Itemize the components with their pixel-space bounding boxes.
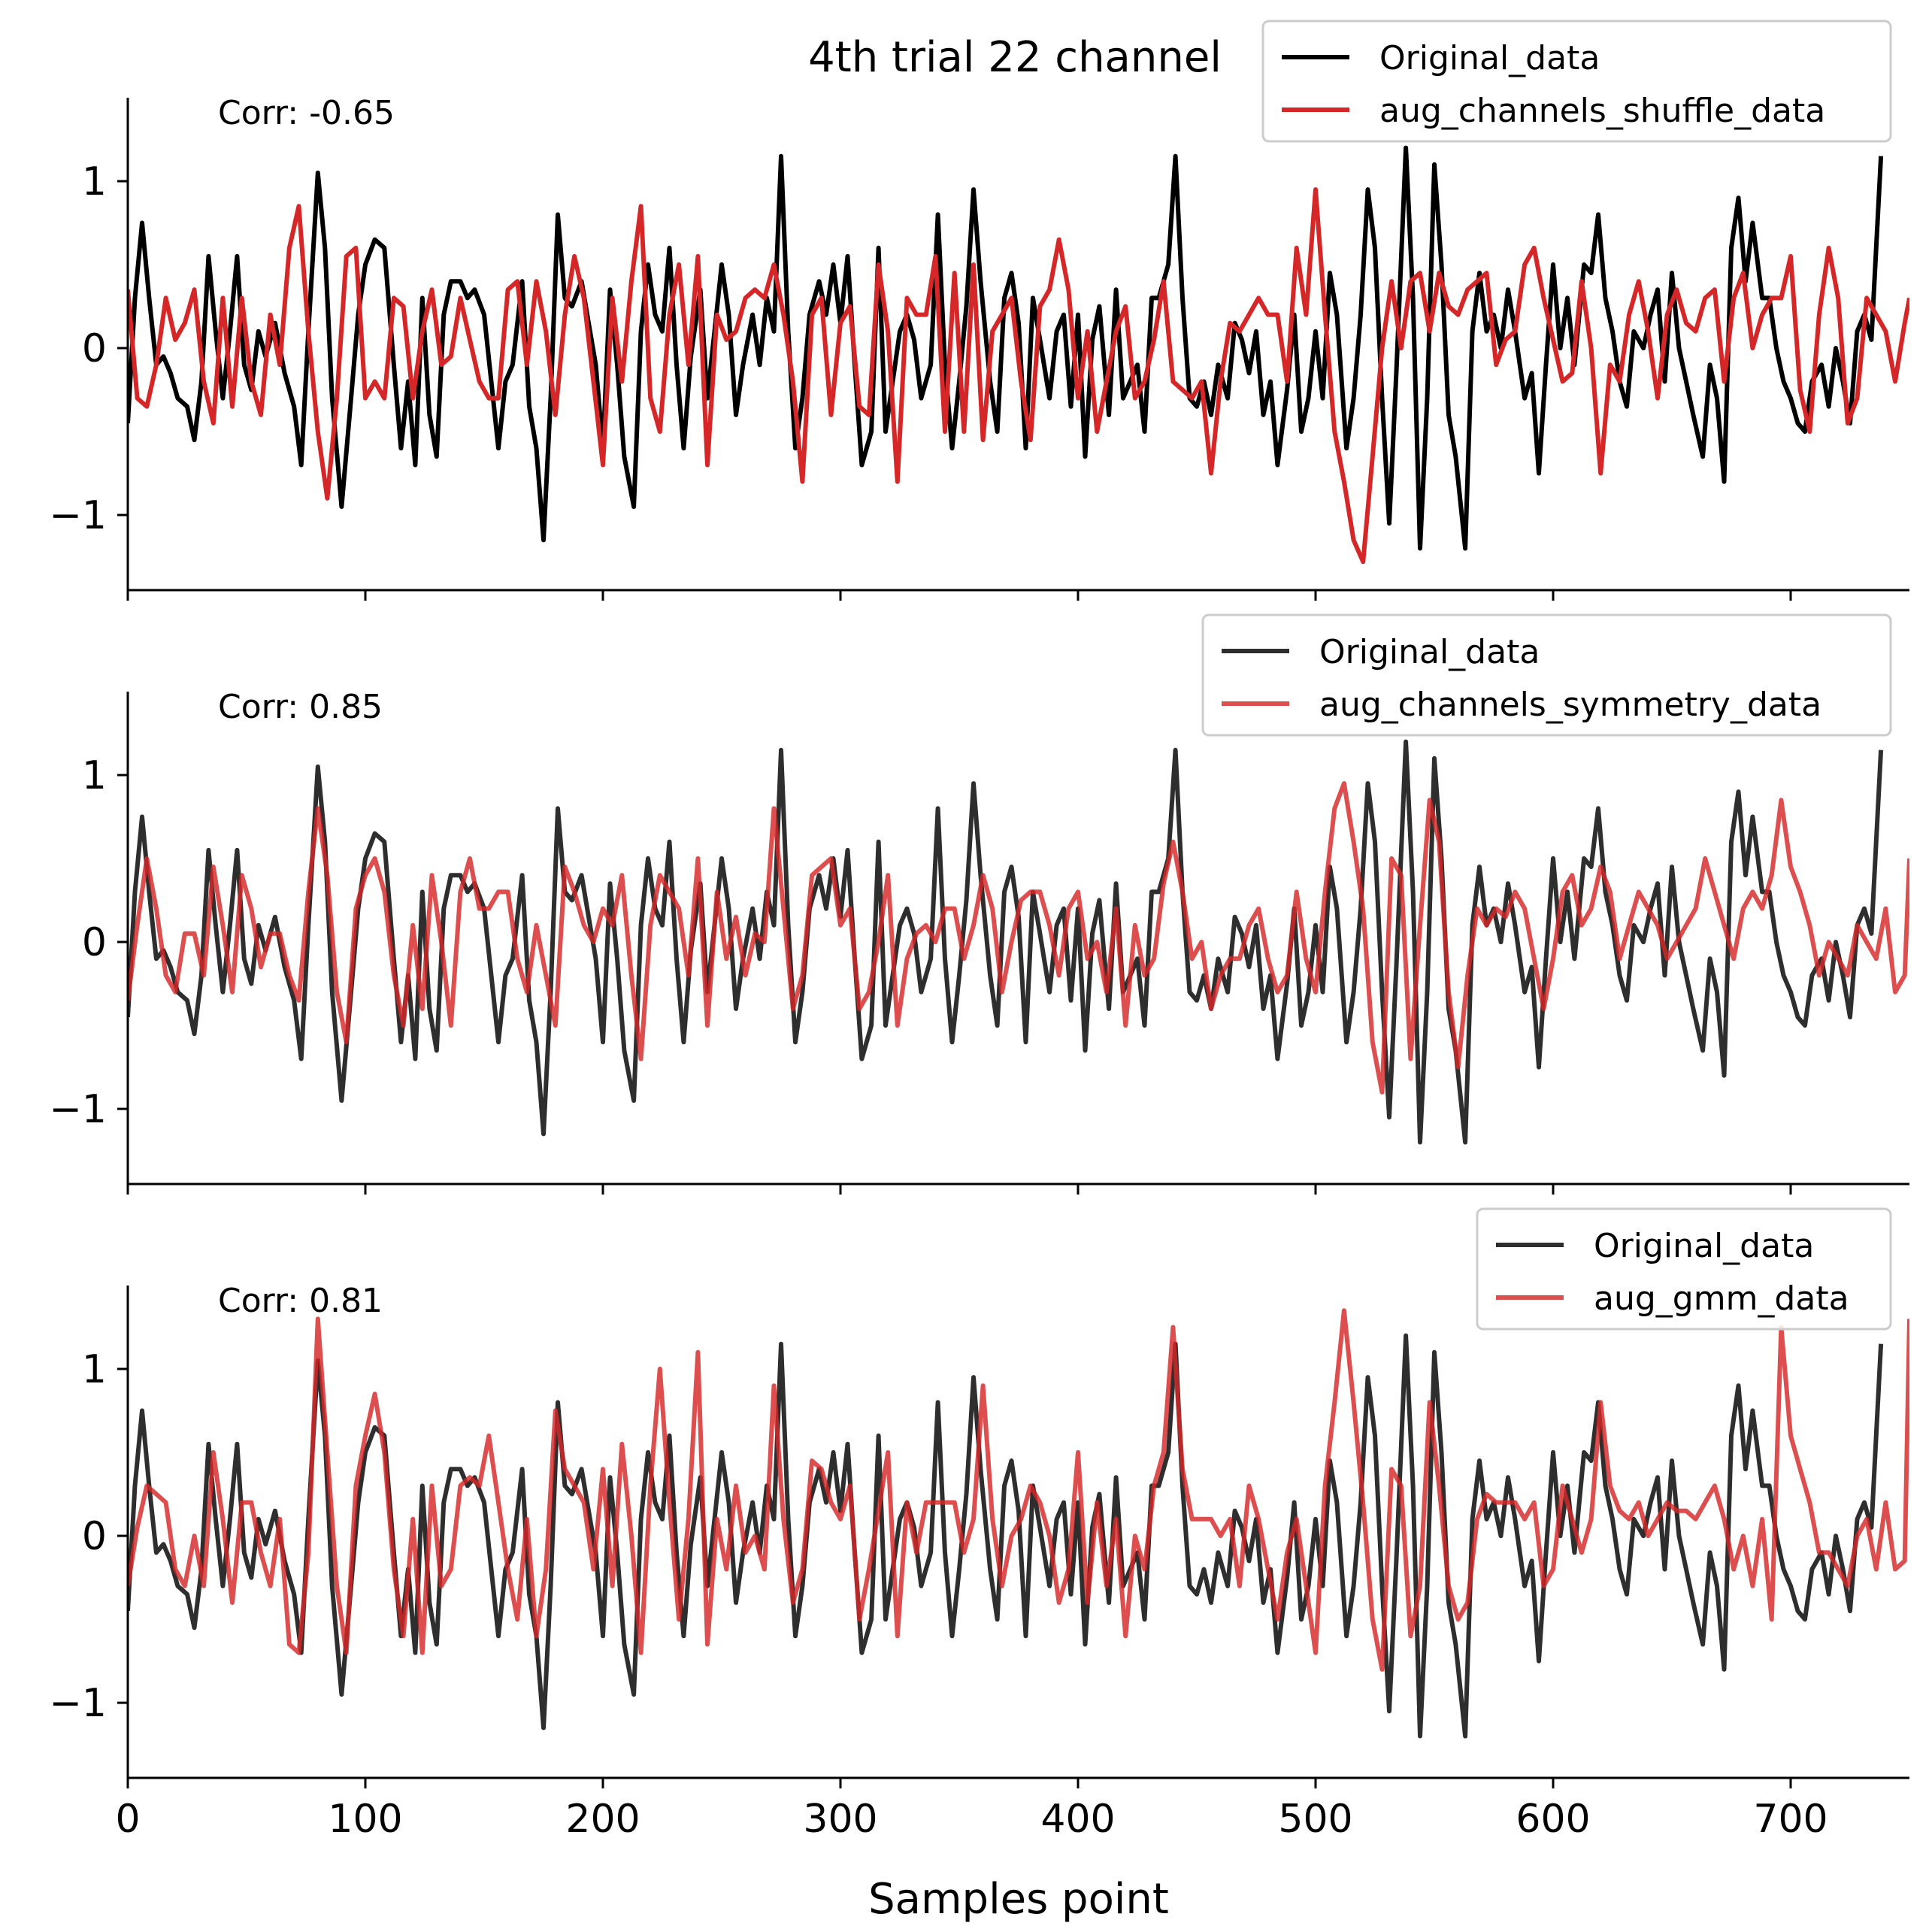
y-tick-label: 1 bbox=[82, 753, 107, 798]
x-tick-label: 600 bbox=[1516, 1797, 1590, 1842]
y-tick-label: 1 bbox=[82, 159, 107, 204]
legend-frame bbox=[1476, 1207, 1892, 1331]
y-tick-label: 0 bbox=[82, 920, 107, 965]
legend-frame bbox=[1261, 20, 1892, 143]
y-tick-label: 0 bbox=[82, 1514, 107, 1559]
x-tick-label: 400 bbox=[1040, 1797, 1115, 1842]
legend-entry-label: aug_channels_shuffle_data bbox=[1379, 92, 1825, 130]
x-tick-label: 500 bbox=[1278, 1797, 1352, 1842]
x-tick-label: 0 bbox=[115, 1797, 140, 1842]
legend-entry-label: Original_data bbox=[1379, 39, 1600, 77]
x-tick-label: 700 bbox=[1753, 1797, 1828, 1842]
y-tick-label: −1 bbox=[49, 1087, 107, 1132]
augmented-data-line bbox=[128, 1308, 1909, 1672]
legend-frame bbox=[1201, 613, 1892, 737]
legend-entry-label: aug_channels_symmetry_data bbox=[1319, 686, 1821, 724]
subplot-3: −1 0 1 0 100 200 300 400 500 600 700 Corr: 0.81 Orig… bbox=[49, 1207, 1909, 1842]
legend: Original_data aug_gmm_data bbox=[1476, 1207, 1892, 1331]
legend: Original_data aug_channels_symmetry_data bbox=[1201, 613, 1892, 737]
subplot-1: −1 0 1 Corr: -0.65 Original_data aug_channels… bbox=[49, 20, 1909, 601]
original-data-line bbox=[128, 145, 1884, 551]
y-tick-label: −1 bbox=[49, 493, 107, 538]
correlation-annotation: Corr: 0.81 bbox=[218, 1282, 383, 1320]
correlation-annotation: Corr: -0.65 bbox=[218, 94, 395, 132]
subplot-stack: −1 0 1 Corr: -0.65 Original_data aug_channels… bbox=[49, 20, 1909, 1842]
original-data-line bbox=[128, 739, 1884, 1145]
legend-entry-label: Original_data bbox=[1319, 633, 1540, 671]
augmented-data-line bbox=[128, 187, 1909, 565]
augmented-data-line bbox=[128, 781, 1909, 1095]
y-tick-label: 1 bbox=[82, 1347, 107, 1392]
y-tick-label: 0 bbox=[82, 326, 107, 371]
legend: Original_data aug_channels_shuffle_data bbox=[1261, 20, 1892, 143]
x-tick-label: 300 bbox=[803, 1797, 877, 1842]
correlation-annotation: Corr: 0.85 bbox=[218, 688, 383, 726]
y-tick-label: −1 bbox=[49, 1681, 107, 1726]
chart-title: 4th trial 22 channel bbox=[808, 33, 1222, 82]
subplot-2: −1 0 1 Corr: 0.85 Original_data aug_channels_… bbox=[49, 613, 1909, 1195]
legend-entry-label: Original_data bbox=[1594, 1227, 1814, 1265]
original-data-line bbox=[128, 1333, 1884, 1739]
x-tick-label: 200 bbox=[565, 1797, 640, 1842]
x-axis-label: Samples point bbox=[868, 1875, 1169, 1924]
x-tick-label: 100 bbox=[328, 1797, 402, 1842]
legend-entry-label: aug_gmm_data bbox=[1594, 1279, 1849, 1318]
